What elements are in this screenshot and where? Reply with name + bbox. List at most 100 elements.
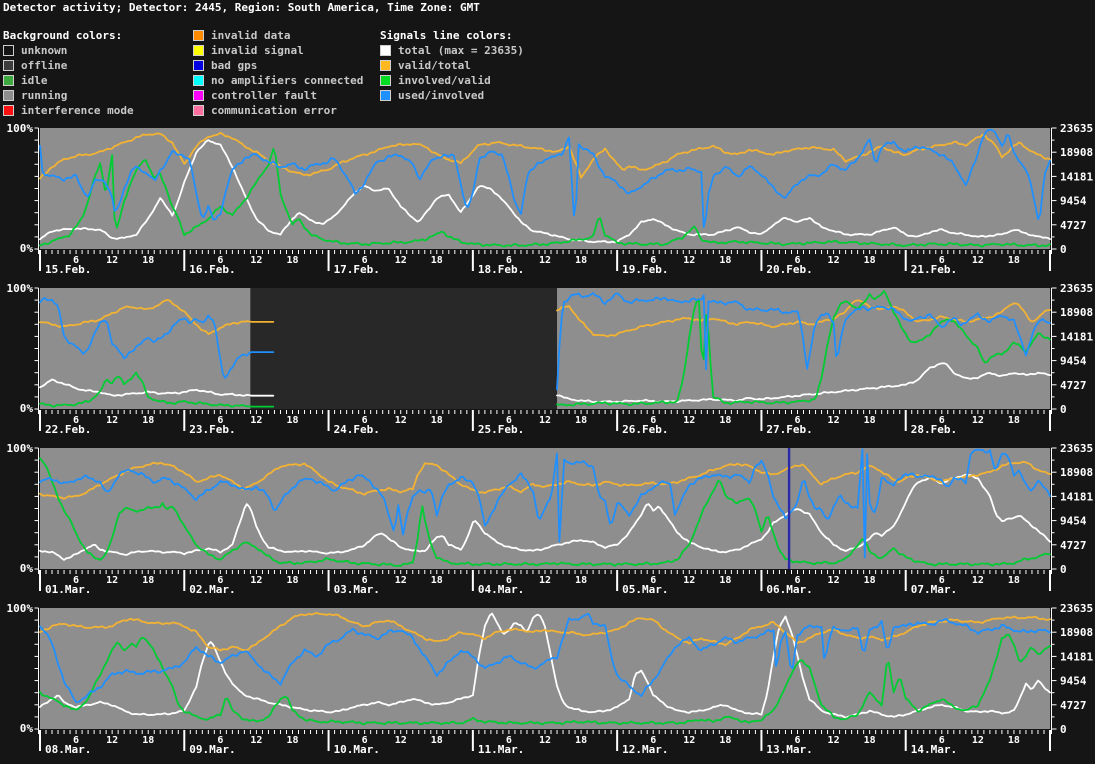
svg-text:12: 12 xyxy=(828,255,840,266)
svg-text:12: 12 xyxy=(683,255,695,266)
svg-text:6: 6 xyxy=(362,735,368,746)
legend-item-label: valid/total xyxy=(398,59,471,72)
svg-text:07.Mar.: 07.Mar. xyxy=(911,583,957,596)
unknown-swatch xyxy=(3,45,14,56)
svg-text:25.Feb.: 25.Feb. xyxy=(478,423,524,436)
line-total xyxy=(39,612,1051,719)
svg-text:22.Feb.: 22.Feb. xyxy=(45,423,91,436)
legend-background-header-row: Background colors: xyxy=(3,28,134,43)
svg-text:6: 6 xyxy=(506,575,512,586)
svg-text:14181: 14181 xyxy=(1060,650,1093,663)
svg-text:9454: 9454 xyxy=(1060,515,1087,528)
svg-text:18: 18 xyxy=(1008,255,1020,266)
svg-text:0%: 0% xyxy=(20,562,34,575)
svg-text:6: 6 xyxy=(794,735,800,746)
svg-text:6: 6 xyxy=(650,255,656,266)
line-involved-valid xyxy=(39,457,1051,567)
legend-item-label: total (max = 23635) xyxy=(398,44,524,57)
svg-text:0%: 0% xyxy=(20,722,34,735)
svg-text:14181: 14181 xyxy=(1060,330,1093,343)
line-valid-total xyxy=(39,611,1051,652)
legend-item-label: running xyxy=(21,89,68,102)
svg-text:6: 6 xyxy=(794,415,800,426)
legend-item: idle xyxy=(3,73,134,88)
svg-text:100%: 100% xyxy=(7,442,34,455)
legend-item: controller fault xyxy=(193,88,363,103)
svg-text:18: 18 xyxy=(431,255,443,266)
svg-text:26.Feb.: 26.Feb. xyxy=(622,423,668,436)
legend-item: unknown xyxy=(3,43,134,58)
svg-text:12: 12 xyxy=(972,575,984,586)
chart-row-3: 100% 0% 23635 18908 14181 9454 4727 0 6 12 18 01.Ma… xyxy=(7,442,1094,596)
svg-text:100%: 100% xyxy=(7,602,34,615)
svg-text:6: 6 xyxy=(939,575,945,586)
legend-item: interference mode xyxy=(3,103,134,118)
svg-text:17.Feb.: 17.Feb. xyxy=(334,263,380,276)
svg-text:18: 18 xyxy=(575,735,587,746)
svg-text:28.Feb.: 28.Feb. xyxy=(911,423,957,436)
svg-text:18: 18 xyxy=(286,255,298,266)
svg-text:4727: 4727 xyxy=(1060,699,1087,712)
legend-item-label: unknown xyxy=(21,44,68,57)
svg-text:23635: 23635 xyxy=(1060,122,1093,135)
controller-fault-swatch xyxy=(193,90,204,101)
line-total xyxy=(39,139,1051,244)
line-used-involved xyxy=(39,292,1051,391)
svg-text:0%: 0% xyxy=(20,242,34,255)
svg-text:4727: 4727 xyxy=(1060,219,1087,232)
svg-text:18: 18 xyxy=(575,415,587,426)
svg-text:0: 0 xyxy=(1060,403,1067,416)
svg-text:18: 18 xyxy=(431,575,443,586)
svg-text:02.Mar.: 02.Mar. xyxy=(189,583,235,596)
used-involved-line-swatch xyxy=(380,90,391,101)
svg-text:6: 6 xyxy=(362,415,368,426)
legend-item-label: no amplifiers connected xyxy=(211,74,364,87)
svg-text:19.Feb.: 19.Feb. xyxy=(622,263,668,276)
communication-error-swatch xyxy=(193,105,204,116)
legend-item: no amplifiers connected xyxy=(193,73,363,88)
svg-text:6: 6 xyxy=(217,415,223,426)
svg-text:9454: 9454 xyxy=(1060,675,1087,688)
svg-text:18: 18 xyxy=(719,735,731,746)
svg-text:12: 12 xyxy=(106,415,118,426)
no-amplifiers-swatch xyxy=(193,75,204,86)
legend-signals-header: Signals line colors: xyxy=(380,29,513,42)
svg-text:23635: 23635 xyxy=(1060,442,1093,455)
svg-text:12: 12 xyxy=(106,255,118,266)
svg-text:18: 18 xyxy=(142,575,154,586)
svg-text:09.Mar.: 09.Mar. xyxy=(189,743,235,756)
svg-text:6: 6 xyxy=(506,735,512,746)
svg-text:12: 12 xyxy=(250,735,262,746)
legend-item-label: involved/valid xyxy=(398,74,491,87)
svg-text:15.Feb.: 15.Feb. xyxy=(45,263,91,276)
svg-text:14.Mar.: 14.Mar. xyxy=(911,743,957,756)
svg-text:18.Feb.: 18.Feb. xyxy=(478,263,524,276)
svg-text:21.Feb.: 21.Feb. xyxy=(911,263,957,276)
svg-text:03.Mar.: 03.Mar. xyxy=(334,583,380,596)
legend-item-label: bad gps xyxy=(211,59,258,72)
svg-text:13.Mar.: 13.Mar. xyxy=(766,743,812,756)
svg-text:14181: 14181 xyxy=(1060,170,1093,183)
svg-text:0: 0 xyxy=(1060,723,1067,736)
legend-item-label: communication error xyxy=(211,104,337,117)
svg-text:12: 12 xyxy=(972,735,984,746)
svg-text:12: 12 xyxy=(828,575,840,586)
legend-item: total (max = 23635) xyxy=(380,43,524,58)
svg-text:18: 18 xyxy=(1008,575,1020,586)
svg-text:24.Feb.: 24.Feb. xyxy=(334,423,380,436)
legend-item-label: invalid signal xyxy=(211,44,304,57)
svg-text:6: 6 xyxy=(73,575,79,586)
legend-item-label: invalid data xyxy=(211,29,291,42)
svg-text:12: 12 xyxy=(972,255,984,266)
svg-text:12: 12 xyxy=(250,415,262,426)
svg-text:6: 6 xyxy=(650,415,656,426)
running-swatch xyxy=(3,90,14,101)
legend-item-label: offline xyxy=(21,59,68,72)
svg-text:0%: 0% xyxy=(20,402,34,415)
svg-text:18: 18 xyxy=(719,255,731,266)
svg-text:12: 12 xyxy=(683,575,695,586)
line-valid-total xyxy=(39,131,1051,180)
chart-row-4: 100% 0% 23635 18908 14181 9454 4727 0 6 12 18 08.Ma… xyxy=(7,602,1094,756)
svg-text:12: 12 xyxy=(395,255,407,266)
